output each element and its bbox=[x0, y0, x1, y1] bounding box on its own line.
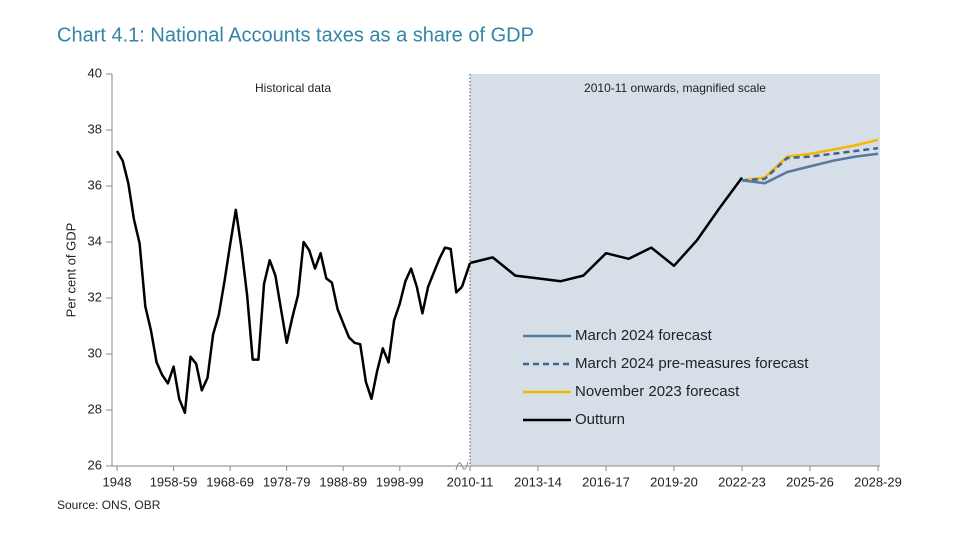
x-tick-label: 2028-29 bbox=[854, 474, 902, 489]
y-tick-label: 36 bbox=[88, 177, 102, 192]
x-tick-label: 1948 bbox=[103, 474, 132, 489]
break-connector bbox=[460, 262, 472, 288]
x-tick-label: 2010-11 bbox=[447, 474, 494, 489]
x-tick-label: 1968-69 bbox=[206, 474, 254, 489]
x-tick-label: 1988-89 bbox=[319, 474, 367, 489]
x-tick-label: 2016-17 bbox=[582, 474, 630, 489]
source-note: Source: ONS, OBR bbox=[57, 498, 161, 512]
y-tick-label: 40 bbox=[88, 65, 102, 80]
legend-label: November 2023 forecast bbox=[575, 383, 740, 400]
series-line bbox=[469, 176, 744, 283]
y-tick-label: 28 bbox=[88, 401, 102, 416]
axis-break bbox=[455, 461, 469, 471]
series-line bbox=[115, 150, 463, 415]
x-tick-label: 1958-59 bbox=[150, 474, 198, 489]
x-tick-label: 1998-99 bbox=[376, 474, 424, 489]
legend-label: March 2024 forecast bbox=[575, 327, 713, 344]
y-tick-label: 34 bbox=[88, 233, 102, 248]
legend-label: Outturn bbox=[575, 411, 625, 428]
y-tick-label: 32 bbox=[88, 289, 102, 304]
y-tick-label: 26 bbox=[88, 457, 102, 472]
panel-annotation: 2010-11 onwards, magnified scale bbox=[584, 81, 766, 95]
panel-annotation: Historical data bbox=[255, 81, 331, 95]
x-tick-label: 2022-23 bbox=[718, 474, 766, 489]
y-tick-label: 38 bbox=[88, 121, 102, 136]
series-line bbox=[741, 146, 879, 182]
series-line bbox=[741, 152, 879, 185]
x-tick-label: 1978-79 bbox=[263, 474, 311, 489]
y-axis-title: Per cent of GDP bbox=[63, 223, 78, 318]
x-tick-label: 2019-20 bbox=[650, 474, 698, 489]
x-tick-label: 2025-26 bbox=[786, 474, 834, 489]
magnified-background bbox=[470, 74, 880, 466]
x-tick-label: 2013-14 bbox=[514, 474, 562, 489]
y-tick-label: 30 bbox=[88, 345, 102, 360]
chart-title: Chart 4.1: National Accounts taxes as a … bbox=[57, 24, 534, 46]
legend-label: March 2024 pre-measures forecast bbox=[575, 355, 809, 372]
